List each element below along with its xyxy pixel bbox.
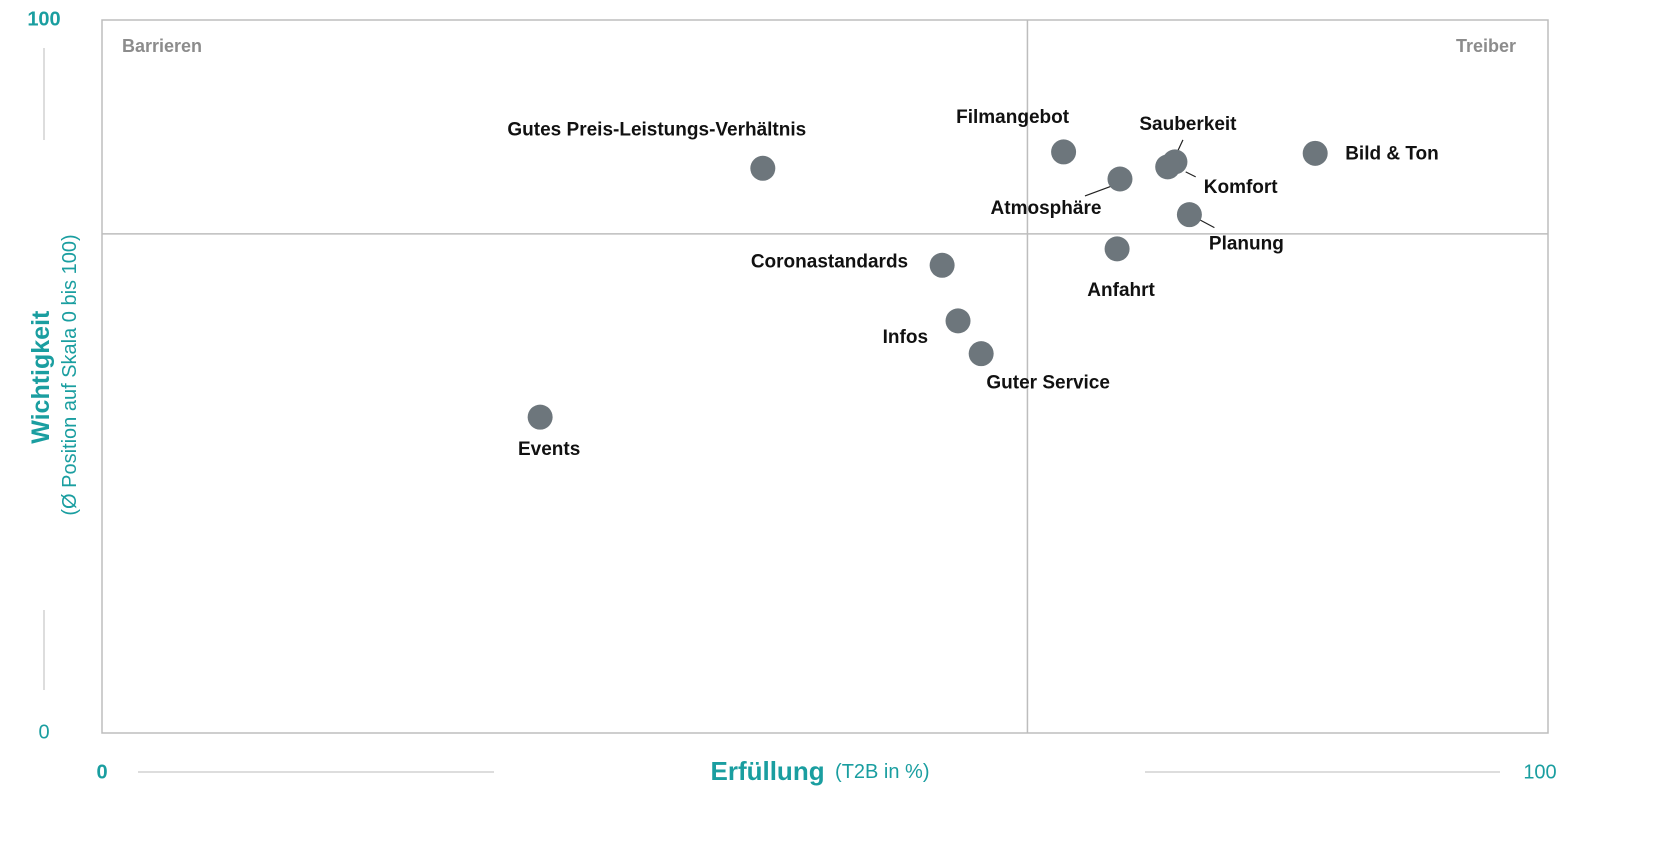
point [968, 341, 994, 367]
point-label: Filmangebot [956, 107, 1070, 128]
x-tick-label: 100 [1523, 761, 1556, 783]
y-axis-note: (Ø Position auf Skala 0 bis 100) [59, 234, 81, 515]
point-label: Komfort [1204, 177, 1279, 198]
point [1155, 154, 1181, 180]
leader-line [1185, 171, 1196, 178]
point-label: Guter Service [986, 373, 1110, 394]
point-label: Bild & Ton [1345, 143, 1439, 164]
x-axis-title: Erfüllung [710, 756, 824, 786]
point-label: Atmosphäre [991, 198, 1102, 219]
point [1176, 202, 1202, 228]
point [1051, 139, 1077, 165]
point-label: Sauberkeit [1139, 114, 1237, 135]
point [929, 252, 955, 278]
plot-frame [101, 19, 1549, 734]
quadrant-label: Treiber [1456, 36, 1516, 56]
leader-line [1084, 185, 1113, 197]
point-label: Events [518, 439, 580, 460]
point-label: Anfahrt [1087, 280, 1155, 301]
point [527, 404, 553, 430]
x-axis-note: (T2B in %) [835, 761, 929, 783]
x-axis-label: Erfüllung (T2B in %) [710, 756, 929, 786]
point-label: Planung [1209, 234, 1284, 255]
quadrant-label: Barrieren [122, 36, 202, 56]
point-label: Coronastandards [751, 251, 908, 272]
point [1107, 166, 1133, 192]
y-axis-title: Wichtigkeit [27, 310, 55, 444]
point [750, 155, 776, 181]
point [1302, 140, 1328, 166]
y-axis-label: Wichtigkeit (Ø Position auf Skala 0 bis … [27, 234, 82, 515]
y-tick-label: 100 [27, 8, 60, 30]
y-tick-label: 0 [38, 721, 49, 743]
point-label: Gutes Preis-Leistungs-Verhältnis [507, 119, 806, 140]
point [945, 308, 971, 334]
x-tick-label: 0 [96, 761, 107, 783]
leader-line [1199, 219, 1215, 229]
point-label: Infos [883, 327, 928, 348]
point [1104, 236, 1130, 262]
